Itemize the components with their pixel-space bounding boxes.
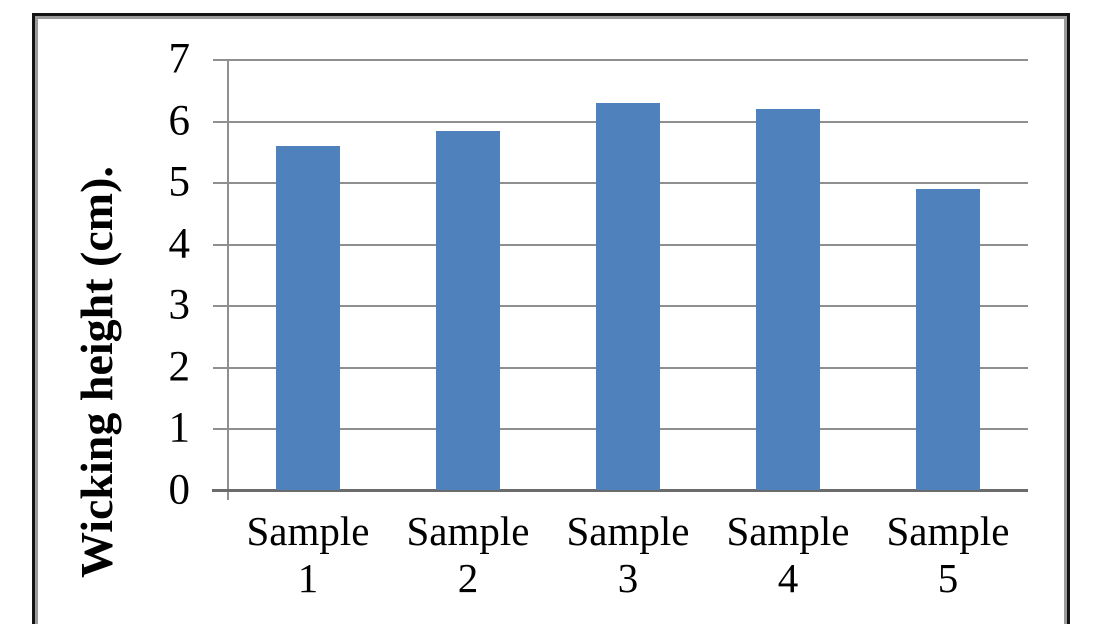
bar-sample-3 <box>596 103 660 491</box>
x-category-label-line: 3 <box>617 555 639 602</box>
x-category-label-1: Sample 1 <box>228 508 388 603</box>
y-tick-label-1: 1 <box>168 404 191 452</box>
bar-sample-5 <box>916 189 980 491</box>
x-category-label-2: Sample 2 <box>388 508 548 603</box>
x-axis-line <box>212 489 1028 492</box>
y-tick-label-7: 7 <box>168 35 191 83</box>
y-tick-label-4: 4 <box>168 220 191 268</box>
y-tick-label-6: 6 <box>168 97 191 145</box>
bar-sample-2 <box>436 130 500 491</box>
y-tick-label-5: 5 <box>168 158 191 206</box>
bar-sample-1 <box>276 146 340 491</box>
y-tick-label-0: 0 <box>168 466 191 514</box>
x-category-label-line: Sample <box>566 507 690 554</box>
x-category-label-5: Sample 5 <box>868 508 1028 603</box>
y-tick-label-3: 3 <box>168 281 191 329</box>
chart-frame <box>32 13 1070 624</box>
x-category-label-line: 2 <box>457 555 479 602</box>
x-category-label-line: Sample <box>246 507 370 554</box>
x-category-label-4: Sample 4 <box>708 508 868 603</box>
y-axis-line <box>227 60 229 500</box>
x-category-label-line: 5 <box>937 555 959 602</box>
x-category-label-line: Sample <box>406 507 530 554</box>
x-category-label-line: 4 <box>777 555 799 602</box>
bar-sample-4 <box>756 109 820 491</box>
y-tick-label-2: 2 <box>168 343 191 391</box>
x-category-label-line: Sample <box>726 507 850 554</box>
x-category-label-3: Sample 3 <box>548 508 708 603</box>
gridline-y7 <box>213 59 1028 61</box>
x-category-label-line: 1 <box>297 555 319 602</box>
x-category-label-line: Sample <box>886 507 1010 554</box>
